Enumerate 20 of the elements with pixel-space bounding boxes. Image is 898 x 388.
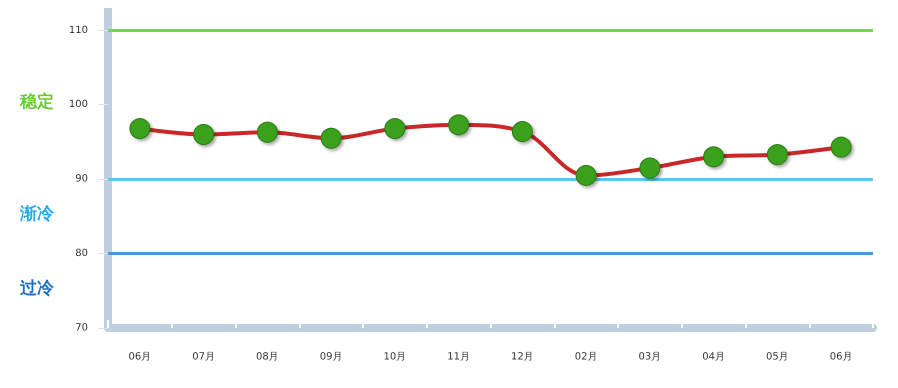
text: 过冷	[19, 278, 55, 298]
y-tick-label: 70	[75, 322, 88, 334]
x-tick-label: 08月	[256, 352, 279, 362]
y-tick-label: 90	[75, 174, 88, 185]
x-tick-label: 06月	[830, 352, 852, 362]
x-tick-label: 04月	[702, 352, 725, 362]
y-tick-label: 110	[68, 24, 88, 36]
x-tick-label: 02月	[574, 352, 598, 362]
text: 稳定	[19, 92, 54, 112]
x-tick-label: 09月	[320, 352, 342, 362]
x-tick-label: 12月	[511, 352, 534, 362]
y-tick-label: 80	[75, 248, 88, 260]
text: 渐冷	[19, 204, 55, 224]
x-tick-label: 10月	[384, 352, 406, 362]
x-tick-label: 03月	[638, 352, 662, 362]
x-tick-label: 05月	[766, 352, 789, 362]
x-tick-label: 11月	[447, 352, 470, 362]
y-tick-label: 100	[68, 99, 88, 110]
x-tick-label: 07月	[192, 352, 215, 362]
x-tick-label: 06月	[128, 352, 152, 362]
